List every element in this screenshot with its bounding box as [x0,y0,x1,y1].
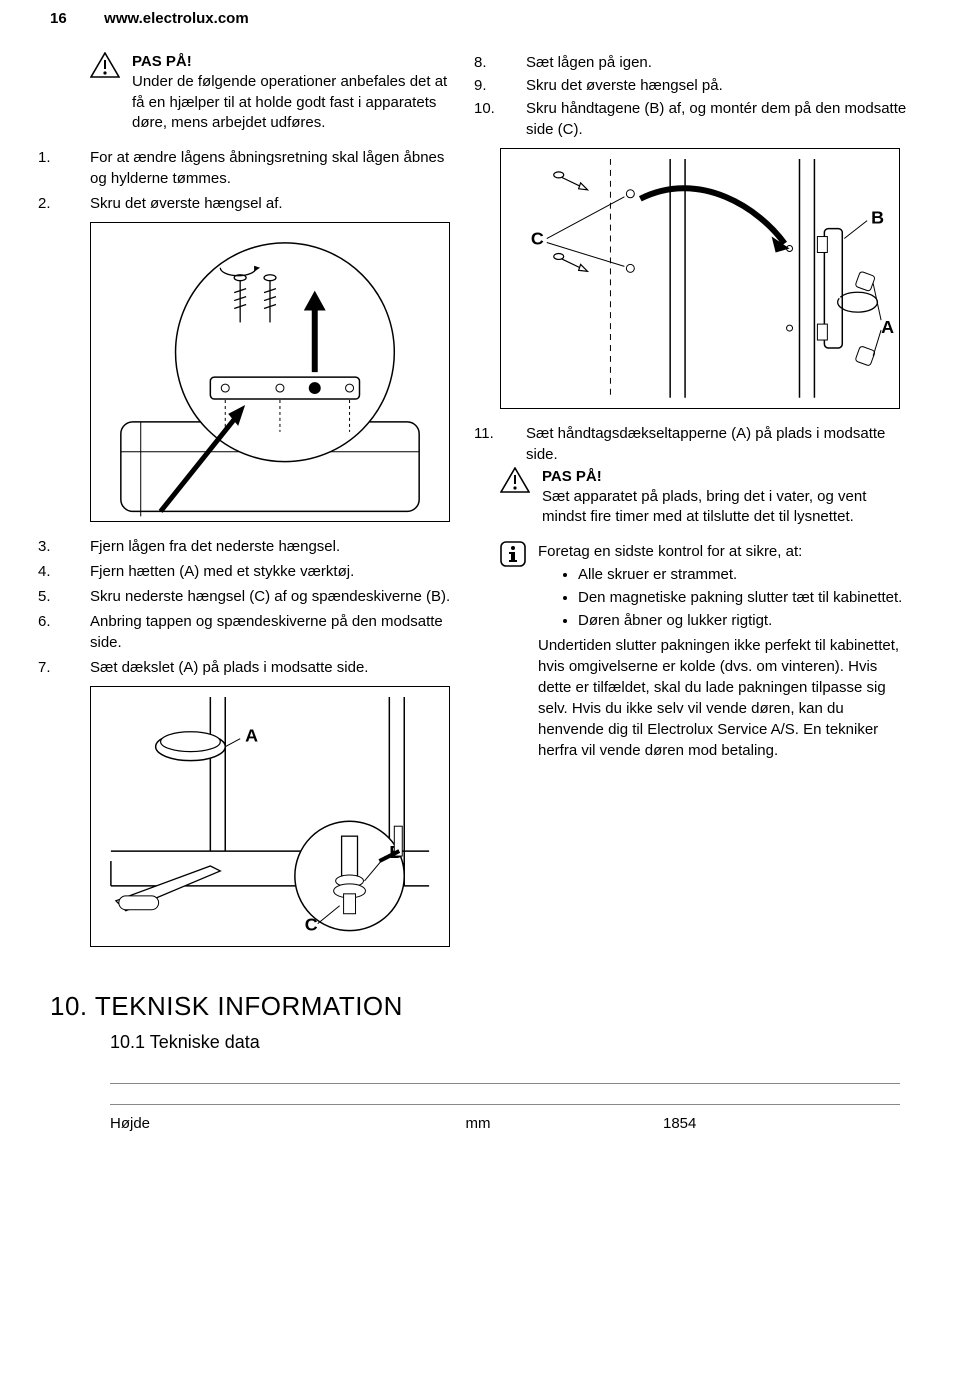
warning-title-2: PAS PÅ! [542,468,602,485]
svg-text:B: B [871,208,884,228]
svg-text:A: A [881,317,894,337]
warning-box-2: PAS PÅ! Sæt apparatet på plads, bring de… [500,467,910,528]
svg-text:C: C [531,229,544,249]
step-6: 6.Anbring tappen og spændeskiverne på de… [90,611,460,653]
warning-body-1: Under de følgende operationer anbefales … [132,73,447,131]
table-cell-label: Højde [110,1115,466,1132]
step-11: 11.Sæt håndtagsdækseltapperne (A) på pla… [526,423,910,465]
warning-icon [500,467,530,493]
warning-title-1: PAS PÅ! [132,53,192,70]
svg-text:C: C [305,915,318,935]
left-steps-a: 1.For at ændre lågens åbningsretning ska… [50,147,460,214]
step-4: 4.Fjern hætten (A) med et stykke værktøj… [90,561,460,582]
warning-text-2: PAS PÅ! Sæt apparatet på plads, bring de… [542,467,910,528]
step-10: 10.Skru håndtagene (B) af, og montér dem… [526,98,910,140]
warning-text-1: PAS PÅ! Under de følgende operationer an… [132,52,460,133]
info-bullet-1: Alle skruer er strammet. [578,564,910,585]
figure-top-hinge [90,222,450,522]
left-column: PAS PÅ! Under de følgende operationer an… [50,52,460,961]
right-column: 8.Sæt lågen på igen. 9.Skru det øverste … [500,52,910,961]
table-row: Højde mm 1854 [110,1104,900,1142]
step-9: 9.Skru det øverste hængsel på. [526,75,910,96]
step-7: 7.Sæt dækslet (A) på plads i modsatte si… [90,657,460,678]
warning-body-2: Sæt apparatet på plads, bring det i vate… [542,488,866,525]
section-10-title: 10. TEKNISK INFORMATION [50,991,910,1022]
site-url: www.electrolux.com [104,10,249,27]
figure-handles: C B [500,148,900,409]
tech-table: Højde mm 1854 [110,1083,900,1142]
warning-box-1: PAS PÅ! Under de følgende operationer an… [50,52,460,133]
info-content: Foretag en sidste kontrol for at sikre, … [538,541,910,761]
figure-bottom-hinge: A B C [90,686,450,947]
page-number: 16 [50,10,100,27]
step-2: 2.Skru det øverste hængsel af. [90,193,460,214]
info-tail: Undertiden slutter pakningen ikke perfek… [538,635,910,761]
table-cell-value: 1854 [663,1115,900,1132]
section-10-1-title: 10.1 Tekniske data [110,1032,910,1053]
step-5: 5.Skru nederste hængsel (C) af og spænde… [90,586,460,607]
content-columns: PAS PÅ! Under de følgende operationer an… [50,52,910,961]
info-lead: Foretag en sidste kontrol for at sikre, … [538,541,910,562]
step-8: 8.Sæt lågen på igen. [526,52,910,73]
step-1: 1.For at ændre lågens åbningsretning ska… [90,147,460,189]
svg-text:A: A [245,726,258,746]
step-3: 3.Fjern lågen fra det nederste hængsel. [90,536,460,557]
info-box: Foretag en sidste kontrol for at sikre, … [500,541,910,761]
info-bullet-2: Den magnetiske pakning slutter tæt til k… [578,587,910,608]
page-header: 16 www.electrolux.com [50,10,910,27]
warning-icon [90,52,120,78]
info-bullets: Alle skruer er strammet. Den magnetiske … [538,564,910,631]
info-icon [500,541,526,567]
table-rule-top [110,1083,900,1084]
table-cell-unit: mm [466,1115,664,1132]
right-steps-b: 11.Sæt håndtagsdækseltapperne (A) på pla… [500,423,910,465]
left-steps-b: 3.Fjern lågen fra det nederste hængsel. … [50,536,460,678]
info-bullet-3: Døren åbner og lukker rigtigt. [578,610,910,631]
right-steps-a: 8.Sæt lågen på igen. 9.Skru det øverste … [500,52,910,140]
